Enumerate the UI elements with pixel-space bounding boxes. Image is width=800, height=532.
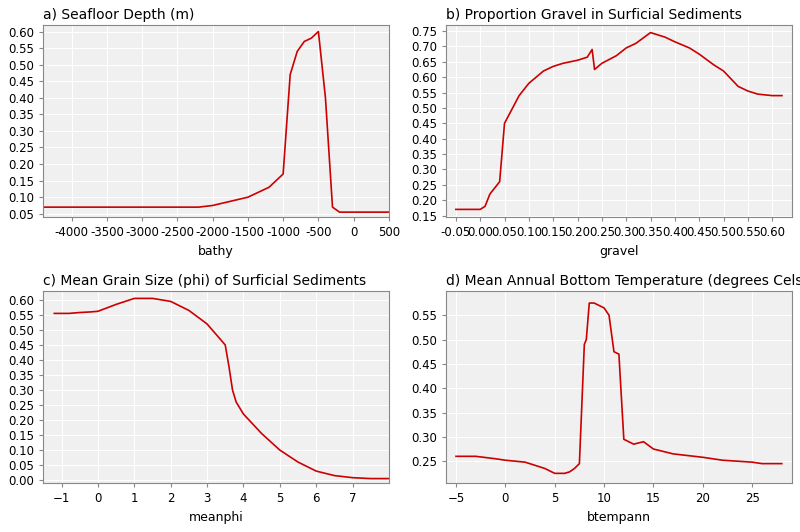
Text: b) Proportion Gravel in Surficial Sediments: b) Proportion Gravel in Surficial Sedime… <box>446 9 742 22</box>
Text: d) Mean Annual Bottom Temperature (degrees Celsissus): d) Mean Annual Bottom Temperature (degre… <box>446 275 800 288</box>
X-axis label: meanphi: meanphi <box>189 511 243 523</box>
Text: c) Mean Grain Size (phi) of Surficial Sediments: c) Mean Grain Size (phi) of Surficial Se… <box>43 275 366 288</box>
Text: a) Seafloor Depth (m): a) Seafloor Depth (m) <box>43 9 194 22</box>
X-axis label: gravel: gravel <box>599 245 638 257</box>
X-axis label: bathy: bathy <box>198 245 234 257</box>
X-axis label: btempann: btempann <box>587 511 651 523</box>
